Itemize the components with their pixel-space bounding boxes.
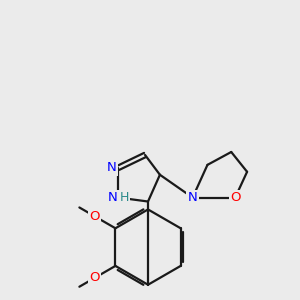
Text: H: H (119, 191, 129, 204)
Text: N: N (188, 191, 197, 204)
Text: O: O (230, 191, 241, 204)
Text: N: N (108, 191, 117, 204)
Text: O: O (90, 271, 100, 284)
Text: N: N (106, 161, 116, 174)
Text: O: O (90, 210, 100, 223)
